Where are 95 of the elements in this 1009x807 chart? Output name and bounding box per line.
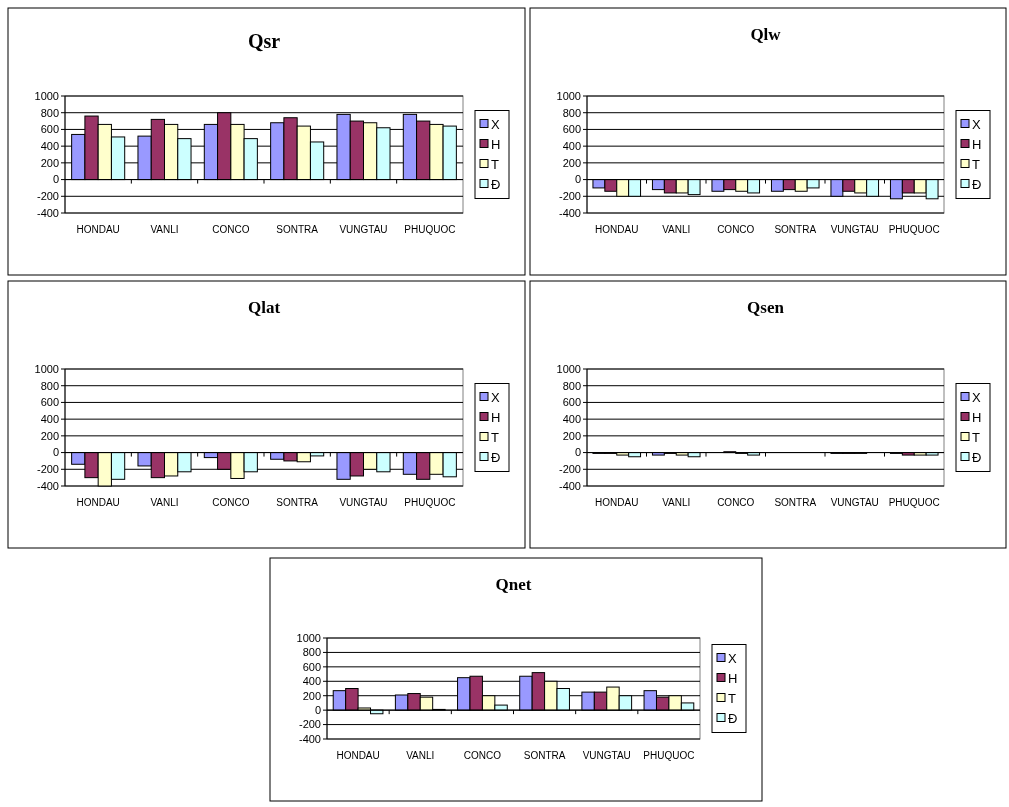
- legend-label: T: [491, 157, 499, 173]
- y-tick-label: 800: [562, 106, 581, 119]
- x-tick-label: VUNGTAU: [339, 497, 388, 508]
- x-tick-label: VUNGTAU: [582, 750, 631, 761]
- y-tick-label: 200: [40, 429, 59, 442]
- y-tick-label: 600: [562, 396, 581, 409]
- legend-label: X: [728, 651, 737, 667]
- y-tick-label: 800: [40, 106, 59, 119]
- x-tick-label: VANLI: [150, 497, 179, 508]
- x-tick-label: VANLI: [662, 224, 691, 235]
- legend-label: H: [491, 410, 501, 426]
- x-tick-label: SONTRA: [523, 750, 566, 761]
- legend-label: X: [972, 117, 981, 133]
- x-tick-label: PHUQUOC: [643, 750, 695, 761]
- legend-label: X: [972, 390, 981, 406]
- legend-label: H: [491, 137, 501, 153]
- x-tick-label: HONDAU: [76, 497, 120, 508]
- legend-label: Đ: [972, 450, 982, 466]
- chart-title: Qlat: [247, 298, 281, 317]
- y-tick-label: 800: [302, 646, 321, 659]
- x-tick-label: HONDAU: [595, 497, 639, 508]
- x-tick-label: VUNGTAU: [830, 224, 879, 235]
- y-tick-label: -200: [36, 463, 59, 476]
- y-tick-label: -400: [36, 206, 59, 219]
- y-tick-label: -400: [298, 732, 321, 745]
- legend-label: Đ: [491, 177, 501, 193]
- chart-title: Qsr: [247, 30, 281, 52]
- y-tick-label: -200: [298, 718, 321, 731]
- y-tick-label: 400: [562, 412, 581, 425]
- y-tick-label: 200: [40, 156, 59, 169]
- y-tick-label: 400: [40, 139, 59, 152]
- x-tick-label: PHUQUOC: [888, 224, 940, 235]
- x-tick-label: PHUQUOC: [888, 497, 940, 508]
- x-tick-label: SONTRA: [276, 224, 319, 235]
- y-tick-label: 400: [562, 139, 581, 152]
- legend-label: Đ: [491, 450, 501, 466]
- x-tick-label: SONTRA: [774, 497, 817, 508]
- x-tick-label: HONDAU: [76, 224, 120, 235]
- x-tick-label: VUNGTAU: [339, 224, 388, 235]
- chart-title: Qlw: [750, 25, 782, 44]
- legend-label: T: [972, 157, 980, 173]
- chart-title: Qsen: [747, 298, 785, 317]
- y-tick-label: 400: [40, 412, 59, 425]
- x-tick-label: HONDAU: [595, 224, 639, 235]
- y-tick-label: -400: [558, 479, 581, 492]
- y-tick-label: 600: [302, 660, 321, 673]
- legend-label: T: [728, 691, 736, 707]
- legend-label: T: [972, 430, 980, 446]
- y-tick-label: 200: [562, 429, 581, 442]
- y-tick-label: 0: [574, 446, 581, 459]
- x-tick-label: VANLI: [150, 224, 179, 235]
- y-tick-label: -200: [558, 190, 581, 203]
- chart-title: Qnet: [495, 575, 532, 594]
- y-tick-label: 600: [40, 123, 59, 136]
- y-tick-label: 600: [40, 396, 59, 409]
- x-tick-label: CONCO: [212, 497, 250, 508]
- x-tick-label: SONTRA: [774, 224, 817, 235]
- x-tick-label: CONCO: [212, 224, 250, 235]
- x-tick-label: VANLI: [662, 497, 691, 508]
- legend-label: H: [972, 137, 982, 153]
- y-tick-label: 200: [562, 156, 581, 169]
- y-tick-label: -200: [558, 463, 581, 476]
- y-tick-label: 800: [562, 379, 581, 392]
- legend-label: X: [491, 117, 500, 133]
- legend-label: X: [491, 390, 500, 406]
- y-tick-label: -400: [36, 479, 59, 492]
- y-tick-label: 1000: [34, 362, 59, 375]
- y-tick-label: 0: [574, 173, 581, 186]
- x-tick-label: CONCO: [717, 497, 755, 508]
- x-tick-label: SONTRA: [276, 497, 319, 508]
- legend-label: H: [728, 671, 738, 687]
- y-tick-label: 400: [302, 675, 321, 688]
- legend-label: H: [972, 410, 982, 426]
- x-tick-label: PHUQUOC: [404, 224, 456, 235]
- y-tick-label: 200: [302, 689, 321, 702]
- x-tick-label: PHUQUOC: [404, 497, 456, 508]
- y-tick-label: 1000: [556, 362, 581, 375]
- x-tick-label: VANLI: [406, 750, 435, 761]
- y-tick-label: 1000: [556, 89, 581, 102]
- y-tick-label: -200: [36, 190, 59, 203]
- x-tick-label: CONCO: [717, 224, 755, 235]
- legend-label: Đ: [972, 177, 982, 193]
- y-tick-label: 600: [562, 123, 581, 136]
- legend-label: Đ: [728, 711, 738, 727]
- y-tick-label: 0: [52, 446, 59, 459]
- x-tick-label: VUNGTAU: [830, 497, 879, 508]
- y-tick-label: -400: [558, 206, 581, 219]
- x-tick-label: HONDAU: [336, 750, 380, 761]
- y-tick-label: 0: [52, 173, 59, 186]
- y-tick-label: 1000: [34, 89, 59, 102]
- legend-label: T: [491, 430, 499, 446]
- y-tick-label: 1000: [296, 631, 321, 644]
- y-tick-label: 0: [314, 703, 321, 716]
- x-tick-label: CONCO: [463, 750, 502, 761]
- y-tick-label: 800: [40, 379, 59, 392]
